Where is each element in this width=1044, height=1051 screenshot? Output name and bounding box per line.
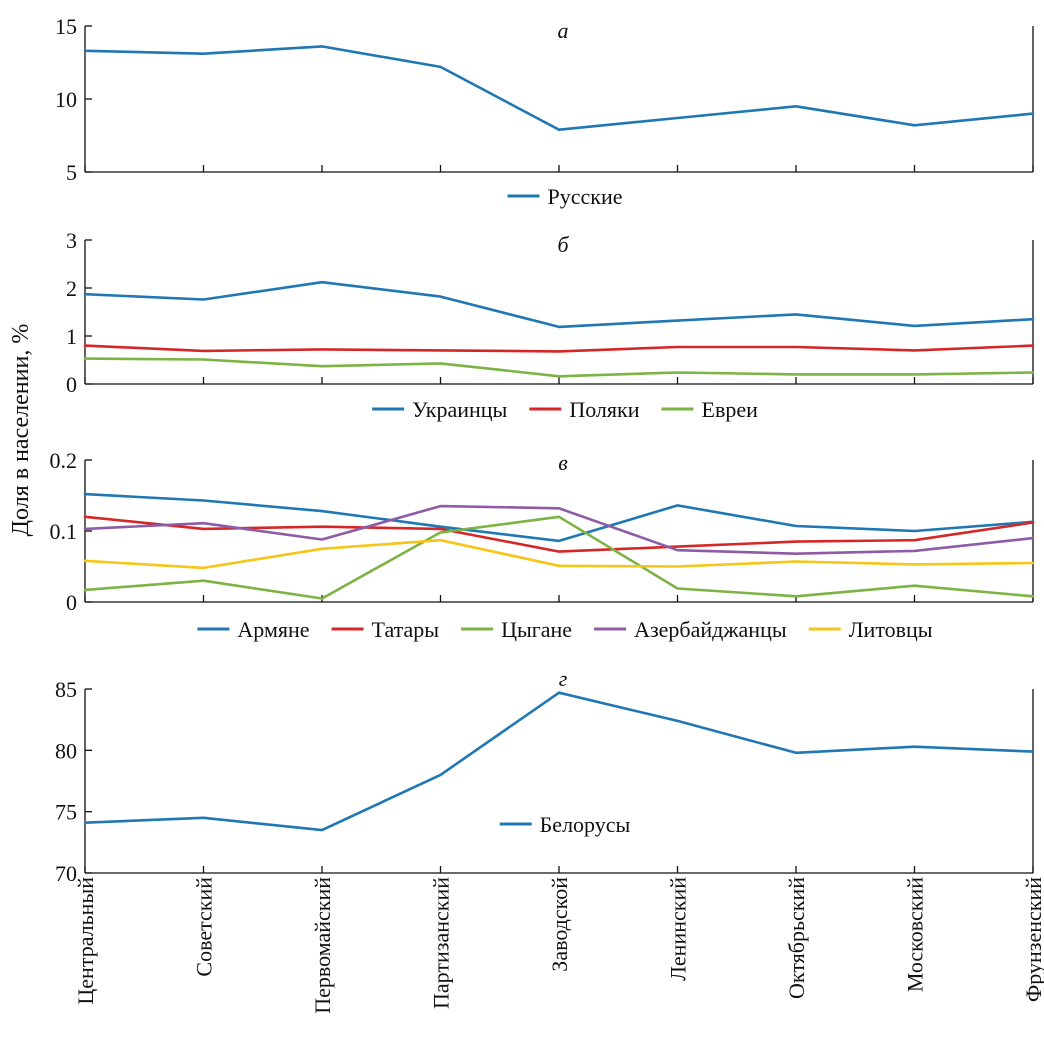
legend-label: Армяне: [237, 617, 309, 642]
series-line-Литовцы: [83, 538, 1035, 570]
legend-label: Цыгане: [501, 617, 572, 642]
legend-label: Украинцы: [412, 397, 507, 422]
y-tick-label: 2: [66, 276, 77, 301]
panel-0: 5 10 15 а Русские: [55, 14, 1035, 209]
series-line-Русские: [83, 45, 1035, 131]
panel-3: 70 75 80 85 г Белорусы: [55, 666, 1035, 886]
x-category-label: Заводской: [547, 877, 572, 972]
y-tick-label: 1: [66, 324, 77, 349]
x-category-label: Центральный: [73, 877, 98, 1005]
y-tick-label: 0.1: [50, 519, 78, 544]
legend-label: Русские: [548, 184, 623, 209]
chart-panels: 5 10 15 а Русские 0 1 2 3 б Украинцы Поляки Евреи 0 0.…: [50, 14, 1035, 886]
x-category-label: Первомайский: [310, 877, 335, 1014]
y-axis-label: Доля в населении, %: [8, 324, 34, 537]
x-category-label: Советский: [192, 877, 217, 977]
panel-letter: г: [559, 666, 568, 691]
series-line-Татары: [83, 515, 1035, 553]
legend: Украинцы Поляки Евреи: [372, 397, 758, 422]
series-line-Украинцы: [83, 280, 1035, 329]
series-line-Поляки: [83, 344, 1035, 353]
legend-label: Литовцы: [849, 617, 933, 642]
legend: Белорусы: [499, 812, 631, 837]
legend: Русские: [507, 184, 623, 209]
x-category-label: Фрунзенский: [1021, 877, 1044, 1002]
y-tick-label: 15: [55, 14, 77, 39]
panel-letter: в: [558, 450, 568, 475]
y-tick-label: 5: [66, 160, 77, 185]
panel-letter: а: [558, 18, 569, 43]
y-tick-label: 10: [55, 87, 77, 112]
legend-label: Поляки: [569, 397, 639, 422]
x-axis-category-labels: Центральный Советский Первомайский Партизан…: [73, 877, 1044, 1014]
series-line-Белорусы: [83, 691, 1035, 832]
y-tick-label: 0: [66, 590, 77, 615]
x-category-label: Ленинский: [666, 877, 691, 981]
legend-label: Азербайджанцы: [634, 617, 787, 642]
legend: Армяне Татары Цыгане Азербайджанцы Литовцы: [197, 617, 933, 642]
x-category-label: Партизанский: [429, 877, 454, 1009]
legend-label: Евреи: [702, 397, 759, 422]
y-tick-label: 3: [66, 228, 77, 253]
panel-1: 0 1 2 3 б Украинцы Поляки Евреи: [66, 228, 1035, 422]
y-tick-label: 0.2: [50, 448, 78, 473]
y-tick-label: 85: [55, 677, 77, 702]
x-category-label: Московский: [903, 877, 928, 992]
panel-2: 0 0.1 0.2 в Армяне Татары Цыгане Азербайджанцы Л…: [50, 448, 1035, 642]
panel-letter: б: [557, 232, 569, 257]
series-line-Евреи: [83, 357, 1035, 378]
x-category-label: Октябрьский: [784, 877, 809, 999]
y-tick-label: 70: [55, 861, 77, 886]
y-tick-label: 80: [55, 738, 77, 763]
y-tick-label: 0: [66, 372, 77, 397]
legend-label: Татары: [372, 617, 440, 642]
y-tick-label: 75: [55, 800, 77, 825]
legend-label: Белорусы: [540, 812, 631, 837]
